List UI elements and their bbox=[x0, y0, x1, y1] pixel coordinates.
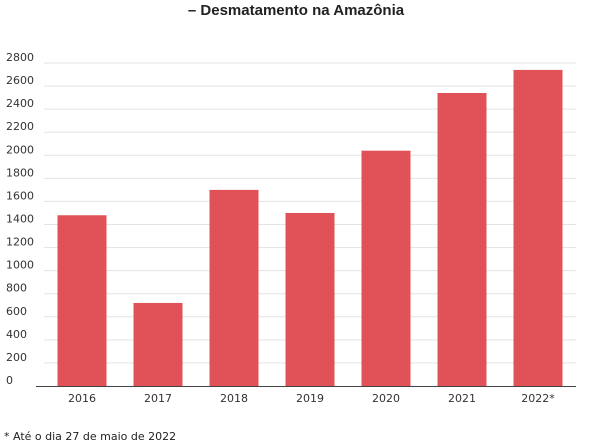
y-tick-label: 1200 bbox=[6, 236, 34, 249]
chart-title: – Desmatamento na Amazônia bbox=[187, 2, 405, 19]
bar-2018 bbox=[209, 189, 259, 386]
bars bbox=[57, 69, 563, 387]
y-tick-label: 1600 bbox=[6, 189, 34, 202]
x-tick-label: 2022* bbox=[521, 392, 555, 405]
x-tick-label: 2016 bbox=[68, 392, 96, 405]
bar-2016 bbox=[57, 215, 107, 386]
y-tick-label: 2400 bbox=[6, 97, 34, 110]
bar-2021 bbox=[437, 92, 487, 386]
y-tick-label: 1800 bbox=[6, 166, 34, 179]
bar-2019 bbox=[285, 212, 335, 386]
footnote: * Até o dia 27 de maio de 2022 bbox=[4, 430, 177, 443]
y-tick-label: 0 bbox=[6, 374, 13, 387]
x-tick-label: 2019 bbox=[296, 392, 324, 405]
y-tick-label: 2200 bbox=[6, 120, 34, 133]
y-tick-label: 200 bbox=[6, 351, 27, 364]
y-tick-label: 800 bbox=[6, 282, 27, 295]
x-tick-label: 2020 bbox=[372, 392, 400, 405]
y-tick-label: 1400 bbox=[6, 213, 34, 226]
bar-2020 bbox=[361, 150, 411, 386]
y-tick-label: 400 bbox=[6, 328, 27, 341]
x-tick-label: 2018 bbox=[220, 392, 248, 405]
y-tick-label: 2600 bbox=[6, 74, 34, 87]
bar-2022 bbox=[513, 69, 563, 387]
x-tick-label: 2017 bbox=[144, 392, 172, 405]
y-tick-label: 2800 bbox=[6, 51, 34, 64]
y-tick-label: 2000 bbox=[6, 143, 34, 156]
y-tick-label: 600 bbox=[6, 305, 27, 318]
y-tick-label: 1000 bbox=[6, 259, 34, 272]
x-axis: 2016 2017 2018 2019 2020 2021 2022* bbox=[68, 392, 555, 405]
bar-2017 bbox=[133, 302, 183, 386]
x-tick-label: 2021 bbox=[448, 392, 476, 405]
y-axis: 0 200 400 600 800 1000 1200 1400 1600 1800 2000 220… bbox=[6, 51, 34, 387]
